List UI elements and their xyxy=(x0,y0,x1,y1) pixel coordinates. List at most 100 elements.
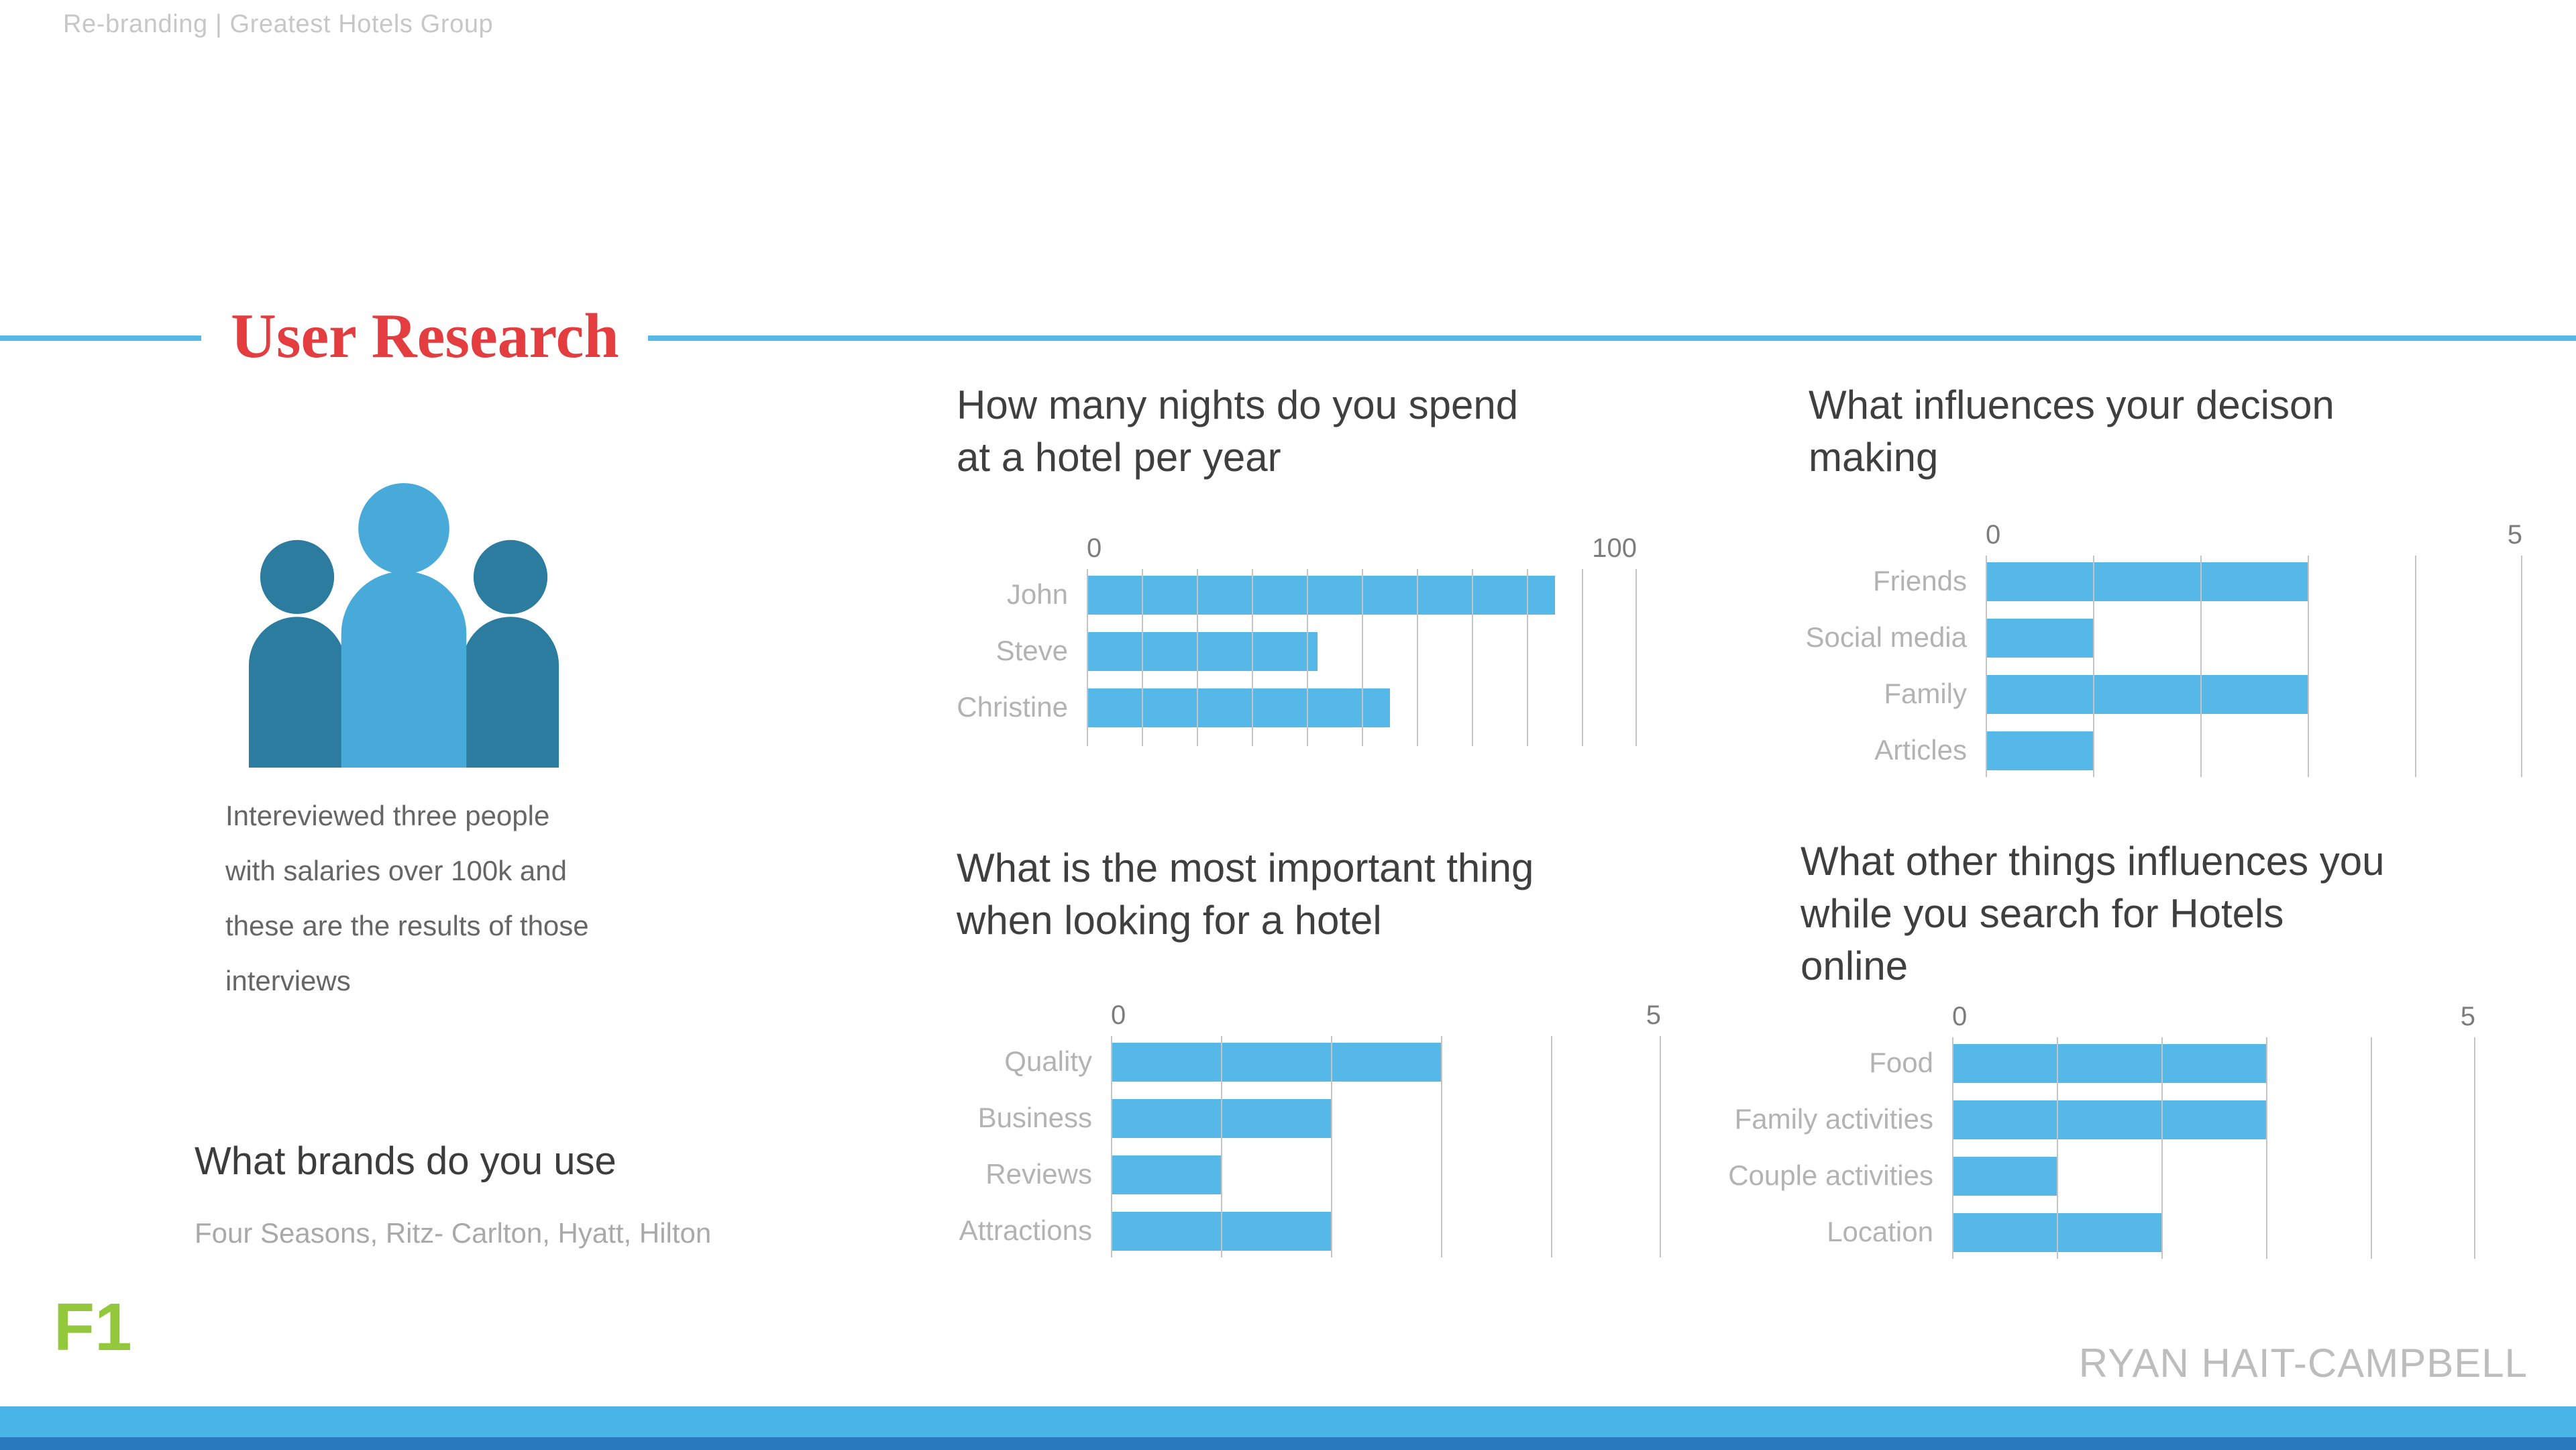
footer-stripe-light xyxy=(0,1406,2576,1437)
gridline xyxy=(2200,556,2202,777)
chart-plot-area xyxy=(1952,1037,2475,1259)
bar-row xyxy=(1111,1155,1661,1194)
axis-tick-min: 0 xyxy=(1952,1002,1968,1032)
bar-john xyxy=(1087,576,1554,615)
axis-tick-min: 0 xyxy=(1986,521,2001,550)
bar-reviews xyxy=(1111,1155,1221,1194)
breadcrumb: Re-branding | Greatest Hotels Group xyxy=(63,11,494,39)
gridline xyxy=(1087,569,1088,746)
category-label: Articles xyxy=(1874,735,1967,766)
gridline xyxy=(2266,1037,2267,1259)
category-label: Business xyxy=(977,1103,1092,1134)
chart-category-labels: John Steve Christine xyxy=(912,576,1087,746)
axis-tick-max: 100 xyxy=(1592,534,1637,564)
brands-heading: What brands do you use xyxy=(195,1141,616,1184)
category-label: Attractions xyxy=(959,1216,1092,1247)
chart-plot-column: 0 5 xyxy=(1952,1002,2475,1259)
bar-row xyxy=(1111,1099,1661,1138)
category-label: John xyxy=(1006,580,1068,611)
bar-row xyxy=(1952,1213,2475,1252)
bar-friends xyxy=(1986,562,2308,601)
gridline xyxy=(1441,1036,1442,1257)
chart-plot-column: 0 5 xyxy=(1986,521,2522,777)
gridline xyxy=(1362,569,1363,746)
bar-row xyxy=(1111,1212,1661,1251)
chart-plot-column: 0 100 xyxy=(1087,534,1637,746)
gridline xyxy=(2371,1037,2372,1259)
gridline xyxy=(1527,569,1528,746)
bar-social-media xyxy=(1986,619,2093,658)
author-credit: RYAN HAIT-CAMPBELL xyxy=(2078,1342,2528,1386)
bar-row xyxy=(1087,632,1637,671)
gridline xyxy=(1986,556,1987,777)
bar-christine xyxy=(1087,688,1389,727)
category-label: Friends xyxy=(1872,566,1967,597)
category-label: Quality xyxy=(1004,1047,1092,1078)
gridline xyxy=(1197,569,1198,746)
gridline xyxy=(2415,556,2416,777)
category-label: Social media xyxy=(1805,623,1967,654)
chart-title: What other things influences you while y… xyxy=(1801,840,2385,989)
gridline xyxy=(1331,1036,1332,1257)
chart-body: John Steve Christine 0 100 xyxy=(912,534,1637,746)
chart-decision-influences: What influences your decison making Frie… xyxy=(1798,380,2522,777)
bar-row xyxy=(1952,1100,2475,1139)
chart-category-labels: Friends Social media Family Articles xyxy=(1798,562,1986,777)
axis-tick-min: 0 xyxy=(1087,534,1102,564)
category-label: Location xyxy=(1827,1217,1933,1248)
category-label: Food xyxy=(1869,1048,1933,1079)
chart-title: What is the most important thing when lo… xyxy=(957,847,1534,943)
gridline xyxy=(2093,556,2094,777)
chart-category-labels: Quality Business Reviews Attractions xyxy=(936,1043,1111,1257)
bar-row xyxy=(1087,688,1637,727)
gridline xyxy=(2308,556,2309,777)
chart-title: How many nights do you spend at a hotel … xyxy=(957,384,1519,480)
chart-plot-area xyxy=(1986,556,2522,777)
footer-stripe-dark xyxy=(0,1437,2576,1450)
gridline xyxy=(1472,569,1473,746)
chart-title: What influences your decison making xyxy=(1809,384,2334,480)
axis-row: 0 5 xyxy=(1986,521,2522,556)
chart-body: Friends Social media Family Articles 0 5 xyxy=(1798,521,2522,777)
bar-row xyxy=(1952,1157,2475,1196)
bar-row xyxy=(1087,576,1637,615)
chart-nights-per-year: How many nights do you spend at a hotel … xyxy=(912,380,1637,746)
bar-food xyxy=(1952,1044,2266,1083)
axis-tick-max: 5 xyxy=(1646,1001,1661,1031)
bar-row xyxy=(1986,731,2522,770)
gridline xyxy=(1111,1036,1112,1257)
category-label: Family xyxy=(1884,679,1967,710)
axis-tick-min: 0 xyxy=(1111,1001,1126,1031)
axis-row: 0 5 xyxy=(1111,1001,1661,1036)
gridline xyxy=(1417,569,1418,746)
bar-row xyxy=(1111,1043,1661,1082)
axis-row: 0 100 xyxy=(1087,534,1637,569)
chart-plot-area xyxy=(1087,569,1637,746)
gridline xyxy=(1952,1037,1953,1259)
bar-steve xyxy=(1087,632,1318,671)
gridline xyxy=(1551,1036,1552,1257)
gridline xyxy=(1221,1036,1222,1257)
bar-row xyxy=(1986,619,2522,658)
axis-tick-max: 5 xyxy=(2507,521,2522,550)
figure-label: F1 xyxy=(54,1290,132,1365)
axis-row: 0 5 xyxy=(1952,1002,2475,1037)
bar-family xyxy=(1986,675,2308,714)
chart-plot-column: 0 5 xyxy=(1111,1001,1661,1257)
chart-plot-area xyxy=(1111,1036,1661,1257)
bar-row xyxy=(1952,1044,2475,1083)
category-label: Reviews xyxy=(985,1159,1092,1190)
chart-most-important-thing: What is the most important thing when lo… xyxy=(936,843,1661,1257)
people-group-icon xyxy=(248,483,559,768)
gridline xyxy=(1582,569,1583,746)
gridline xyxy=(2057,1037,2058,1259)
bar-family-activities xyxy=(1952,1100,2266,1139)
category-label: Christine xyxy=(957,692,1068,723)
bar-quality xyxy=(1111,1043,1441,1082)
bar-couple-activities xyxy=(1952,1157,2057,1196)
bar-row xyxy=(1986,675,2522,714)
category-label: Steve xyxy=(996,636,1068,667)
gridline xyxy=(1307,569,1308,746)
chart-body: Quality Business Reviews Attractions 0 5 xyxy=(936,1001,1661,1257)
chart-online-search-influences: What other things influences you while y… xyxy=(1724,836,2475,1259)
